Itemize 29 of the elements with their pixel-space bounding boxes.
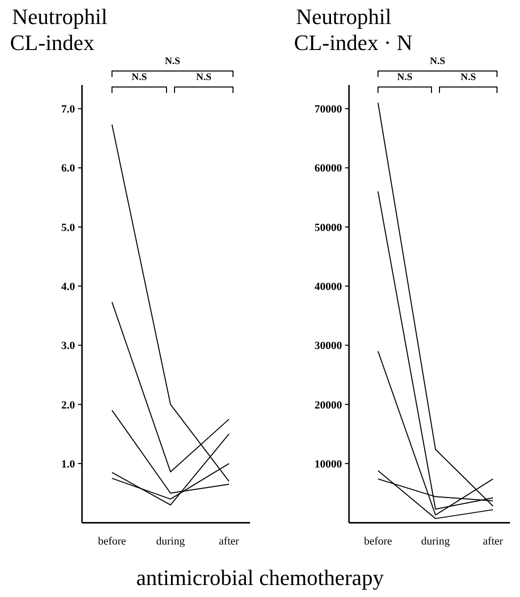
y-axis-title: Neutrophil CL-index · N xyxy=(294,4,413,55)
y-tick-label: 50000 xyxy=(314,222,342,234)
y-axis-title: Neutrophil CL-index xyxy=(10,4,108,55)
x-tick-label: before xyxy=(364,536,392,548)
y-tick-label: 20000 xyxy=(314,399,342,412)
text: N.S xyxy=(132,72,148,83)
text: N.S xyxy=(196,72,212,83)
x-tick-label: after xyxy=(482,536,504,548)
y-tick-label: 30000 xyxy=(314,340,342,352)
x-tick-label: after xyxy=(218,536,240,548)
x-axis-title: antimicrobial chemotherapy xyxy=(136,565,384,590)
x-tick-label: during xyxy=(156,536,186,548)
y-tick-label: 2.0 xyxy=(61,399,76,412)
text: N.S xyxy=(430,56,446,67)
text: N.S xyxy=(164,56,181,67)
y-tick-label: 6.0 xyxy=(61,162,76,175)
y-tick-label: 70000 xyxy=(314,104,342,116)
y-tick-label: 5.0 xyxy=(61,222,76,234)
y-tick-label: 60000 xyxy=(314,162,342,175)
y-tick-label: 4.0 xyxy=(61,280,76,293)
text: N.S xyxy=(460,72,476,83)
y-tick-label: 3.0 xyxy=(61,340,76,352)
y-tick-label: 40000 xyxy=(314,280,342,293)
x-tick-label: during xyxy=(421,536,450,548)
y-tick-label: 10000 xyxy=(314,458,342,470)
y-tick-label: 7.0 xyxy=(61,104,76,116)
y-tick-label: 1.0 xyxy=(61,458,76,470)
text: N.S xyxy=(397,72,413,83)
x-tick-label: before xyxy=(98,536,126,548)
